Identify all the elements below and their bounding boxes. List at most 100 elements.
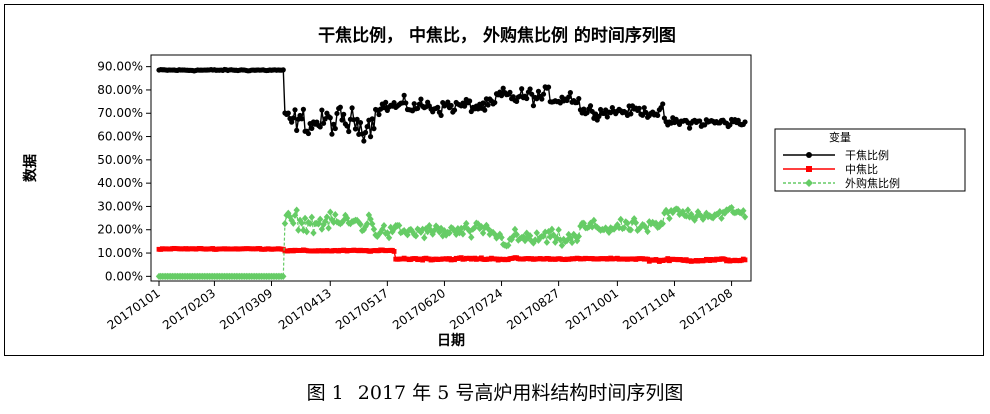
data-point	[577, 222, 584, 230]
data-point	[354, 116, 360, 122]
data-point	[369, 116, 375, 122]
data-point	[329, 131, 335, 137]
data-point	[303, 228, 310, 236]
legend-entry-label: 干焦比例	[845, 148, 889, 162]
data-point	[514, 98, 520, 104]
data-point	[391, 249, 397, 254]
data-point	[552, 238, 559, 246]
data-point	[383, 99, 389, 105]
y-tick-label: 40.00%	[97, 176, 143, 190]
x-tick-label: 20170827	[504, 286, 562, 333]
data-point	[395, 221, 403, 230]
data-point	[632, 219, 640, 227]
data-point	[636, 105, 642, 111]
data-point	[290, 219, 297, 227]
data-point	[485, 102, 491, 108]
legend-title: 变量	[829, 130, 851, 144]
x-tick-label: 20170724	[447, 286, 505, 333]
data-point	[576, 96, 582, 102]
data-point	[285, 110, 291, 116]
data-point	[280, 67, 286, 73]
legend-entry-label: 中焦比	[845, 163, 878, 176]
data-point	[540, 232, 547, 240]
data-point	[418, 96, 424, 102]
data-point	[691, 216, 698, 224]
data-point	[590, 216, 598, 224]
data-point	[686, 213, 693, 221]
data-point	[555, 226, 562, 234]
x-tick-label: 20170517	[333, 286, 391, 333]
data-point	[742, 257, 748, 263]
data-point	[492, 99, 498, 106]
data-point	[507, 89, 513, 95]
data-point	[344, 123, 350, 129]
data-point	[362, 129, 369, 136]
x-axis-title: 日期	[437, 333, 465, 349]
data-point	[498, 233, 505, 242]
data-point	[679, 207, 687, 216]
data-point	[294, 127, 300, 133]
data-point	[319, 107, 325, 113]
data-point	[500, 85, 506, 91]
data-point	[293, 206, 300, 214]
data-point	[684, 206, 692, 214]
data-point	[661, 209, 668, 217]
data-point	[367, 134, 374, 140]
data-point	[644, 227, 651, 236]
x-tick-label: 20170101	[105, 286, 163, 333]
data-point	[548, 225, 556, 233]
data-point	[498, 93, 505, 99]
data-point	[686, 125, 693, 131]
x-tick-label: 20170413	[276, 286, 334, 333]
data-point	[662, 206, 670, 214]
chart-frame: 干焦比例， 中焦比， 外购焦比例 的时间序列图 90.00% 80.00% 70.0…	[4, 4, 984, 356]
data-point	[332, 125, 338, 132]
data-point	[448, 102, 454, 109]
data-point	[298, 219, 305, 227]
data-point	[620, 224, 628, 232]
figure-number: 图 1	[306, 382, 344, 404]
time-series-chart: 干焦比例， 中焦比， 外购焦比例 的时间序列图 90.00% 80.00% 70.0…	[22, 25, 966, 349]
data-point	[540, 91, 547, 97]
legend-marker	[806, 166, 812, 172]
data-point	[587, 219, 594, 227]
data-point	[553, 234, 561, 242]
data-point	[688, 210, 695, 218]
data-point	[530, 103, 537, 109]
data-point	[533, 229, 540, 237]
data-point	[438, 112, 444, 118]
data-point	[660, 101, 666, 107]
data-point	[337, 104, 343, 110]
data-point	[566, 94, 572, 100]
data-point	[541, 228, 549, 236]
data-point	[666, 214, 673, 223]
legend-entry-label: 外购焦比例	[845, 176, 900, 190]
data-point	[412, 232, 420, 240]
data-point	[652, 219, 660, 227]
data-point	[369, 220, 376, 228]
data-point	[327, 115, 333, 121]
data-point	[411, 101, 417, 107]
data-point	[742, 119, 748, 125]
data-point	[575, 232, 582, 240]
data-point	[391, 100, 397, 106]
data-point	[323, 213, 331, 221]
x-tick-label: 20170203	[160, 286, 218, 333]
y-tick-label: 0.00%	[105, 269, 143, 283]
data-point	[414, 105, 421, 112]
data-point	[520, 233, 527, 241]
data-point	[364, 124, 370, 130]
data-point	[698, 212, 705, 220]
data-point	[539, 96, 545, 102]
data-point	[624, 219, 631, 227]
data-point	[371, 126, 377, 132]
data-point	[659, 220, 666, 228]
data-point	[646, 218, 653, 226]
data-point	[521, 237, 529, 245]
data-point	[295, 226, 302, 234]
data-point	[361, 138, 367, 144]
data-point	[352, 126, 359, 132]
x-tick-label: 20171104	[620, 286, 678, 333]
y-tick-label: 90.00%	[97, 60, 143, 74]
